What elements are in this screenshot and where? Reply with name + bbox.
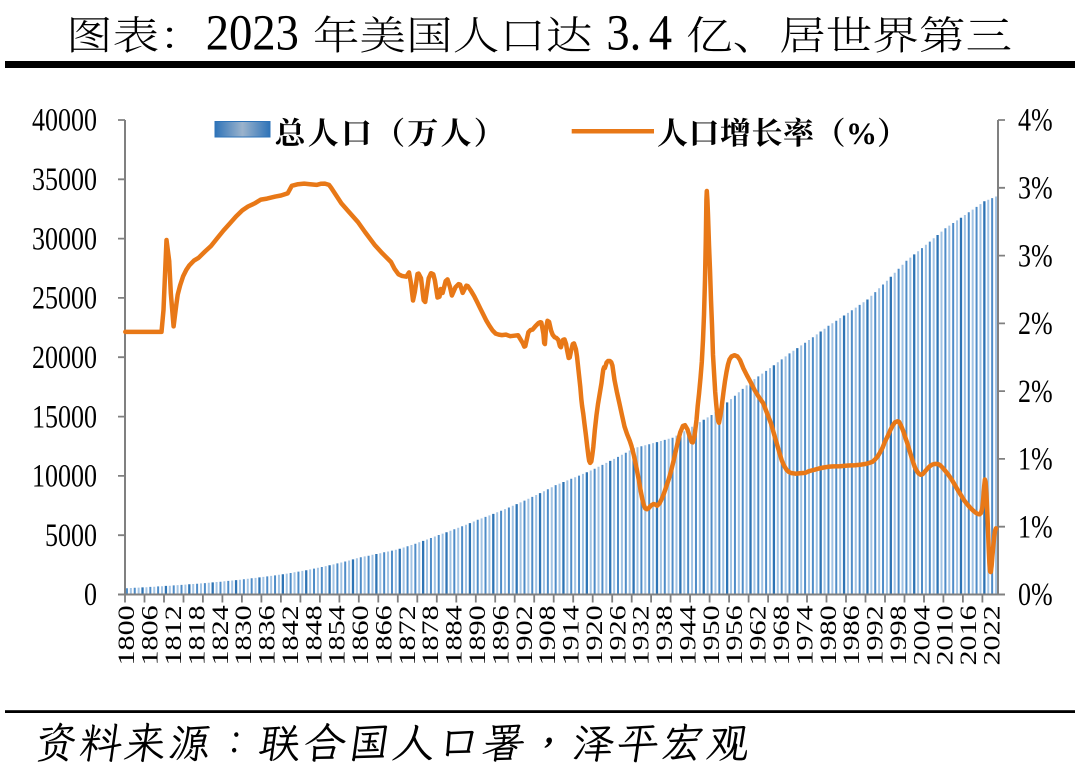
svg-text:1992: 1992 (862, 605, 888, 665)
svg-text:1962: 1962 (745, 605, 771, 665)
svg-text:20000: 20000 (32, 340, 97, 375)
svg-text:1800: 1800 (113, 605, 139, 665)
svg-text:1932: 1932 (628, 605, 654, 665)
svg-text:1884: 1884 (441, 605, 467, 666)
svg-text:1956: 1956 (721, 605, 747, 665)
svg-text:1908: 1908 (534, 605, 560, 665)
svg-text:25000: 25000 (32, 281, 97, 316)
svg-text:1980: 1980 (815, 605, 841, 665)
svg-text:15000: 15000 (32, 400, 97, 435)
svg-text:1860: 1860 (347, 605, 373, 665)
svg-text:1998: 1998 (885, 605, 911, 665)
svg-text:1818: 1818 (184, 605, 210, 665)
svg-text:10000: 10000 (32, 459, 97, 494)
svg-text:1812: 1812 (160, 605, 186, 665)
svg-text:1920: 1920 (581, 605, 607, 665)
svg-text:1%: 1% (1018, 510, 1053, 545)
svg-text:35000: 35000 (32, 162, 97, 197)
svg-text:3%: 3% (1018, 171, 1053, 206)
svg-text:4%: 4% (1018, 103, 1053, 138)
svg-text:1806: 1806 (137, 605, 163, 665)
svg-text:1890: 1890 (464, 605, 490, 665)
svg-text:1%: 1% (1018, 442, 1053, 477)
svg-text:1866: 1866 (371, 605, 397, 665)
svg-text:3%: 3% (1018, 239, 1053, 274)
svg-text:1830: 1830 (230, 605, 256, 665)
svg-text:1836: 1836 (254, 605, 280, 665)
svg-text:1854: 1854 (324, 605, 350, 666)
svg-text:1878: 1878 (417, 605, 443, 665)
svg-text:1872: 1872 (394, 605, 420, 665)
svg-text:1824: 1824 (207, 605, 233, 666)
svg-text:30000: 30000 (32, 222, 97, 257)
svg-text:5000: 5000 (45, 518, 97, 553)
svg-text:1974: 1974 (792, 605, 818, 666)
svg-text:0: 0 (84, 578, 97, 613)
svg-text:2010: 2010 (932, 605, 958, 665)
svg-text:2%: 2% (1018, 307, 1053, 342)
svg-text:1842: 1842 (277, 605, 303, 665)
svg-text:2016: 2016 (955, 605, 981, 665)
svg-text:1986: 1986 (838, 605, 864, 665)
svg-text:1950: 1950 (698, 605, 724, 665)
svg-text:2%: 2% (1018, 374, 1053, 409)
svg-text:1914: 1914 (558, 605, 584, 666)
svg-text:2022: 2022 (979, 605, 1005, 665)
svg-text:1944: 1944 (675, 605, 701, 666)
svg-text:1902: 1902 (511, 605, 537, 665)
svg-text:2004: 2004 (908, 605, 934, 666)
svg-text:1896: 1896 (488, 605, 514, 665)
svg-text:1938: 1938 (651, 605, 677, 665)
svg-text:40000: 40000 (32, 103, 97, 138)
svg-text:1968: 1968 (768, 605, 794, 665)
svg-text:0%: 0% (1018, 578, 1053, 613)
svg-text:1926: 1926 (604, 605, 630, 665)
svg-text:1848: 1848 (300, 605, 326, 665)
